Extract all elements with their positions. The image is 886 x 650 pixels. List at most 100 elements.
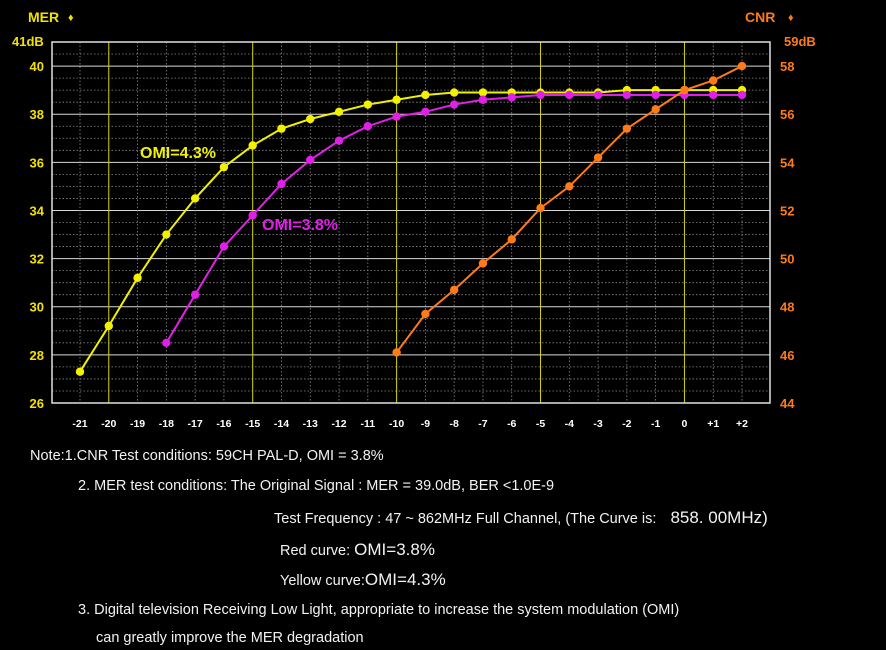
right-tick-label: 54 xyxy=(780,155,795,170)
data-point-series-1 xyxy=(536,90,545,100)
right-tick-label: 58 xyxy=(780,59,794,74)
x-tick-label: +1 xyxy=(707,418,719,430)
data-point-series-2 xyxy=(565,182,574,191)
note-red-curve-label: Red curve: xyxy=(280,543,355,559)
data-point-series-1 xyxy=(363,122,373,131)
x-tick-label: -8 xyxy=(450,418,459,430)
x-tick-label: -6 xyxy=(507,418,516,430)
x-tick-label: -5 xyxy=(536,418,545,430)
note-test-frequency: Test Frequency : 47 ~ 862MHz Full Channe… xyxy=(274,508,768,528)
right-axis-title-marker: ♦ xyxy=(788,12,794,24)
right-tick-label: 46 xyxy=(780,348,794,363)
data-point-series-2 xyxy=(449,285,459,295)
data-point-series-1 xyxy=(622,90,632,100)
x-tick-label: -12 xyxy=(331,418,346,430)
data-point-series-1 xyxy=(737,90,747,100)
data-point-series-2 xyxy=(680,85,689,95)
note-yellow-curve-value: OMI=4.3% xyxy=(364,570,446,589)
data-point-series-2 xyxy=(651,105,660,114)
data-point-series-1 xyxy=(334,136,344,145)
data-point-series-0 xyxy=(363,100,373,109)
data-point-series-0 xyxy=(334,107,344,116)
data-point-series-2 xyxy=(737,61,747,71)
right-tick-label: 50 xyxy=(780,252,794,267)
x-tick-label: -2 xyxy=(622,418,631,430)
note-3-continued: can greatly improve the MER degradation xyxy=(96,630,364,646)
x-tick-label: -3 xyxy=(593,418,602,430)
data-point-series-0 xyxy=(75,367,85,376)
right-tick-label: 56 xyxy=(780,107,794,122)
x-tick-label: +2 xyxy=(736,418,748,430)
note-yellow-curve-label: Yellow curve: xyxy=(280,573,365,589)
data-point-series-2 xyxy=(478,259,488,268)
data-point-series-0 xyxy=(392,95,401,104)
left-tick-label: 34 xyxy=(30,203,45,218)
x-tick-label: -14 xyxy=(274,418,289,430)
data-point-series-0 xyxy=(190,194,200,203)
left-tick-label: 40 xyxy=(30,59,44,74)
x-tick-label: -16 xyxy=(216,418,231,430)
x-tick-label: -20 xyxy=(101,418,116,430)
data-point-series-2 xyxy=(622,124,632,133)
x-tick-label: -4 xyxy=(565,418,574,430)
data-point-series-0 xyxy=(133,273,142,283)
series-layer xyxy=(75,61,747,376)
data-point-series-0 xyxy=(449,88,459,97)
left-tick-label: 36 xyxy=(30,155,44,170)
data-point-series-0 xyxy=(219,162,229,172)
x-tick-label: -1 xyxy=(651,418,660,430)
data-point-series-2 xyxy=(392,348,401,357)
right-tick-label: 48 xyxy=(780,300,794,315)
data-point-series-1 xyxy=(593,90,603,100)
note-test-frequency-value: 858. 00MHz) xyxy=(670,508,768,527)
chart-grid xyxy=(52,41,770,404)
x-tick-label: -11 xyxy=(361,418,376,430)
data-point-series-2 xyxy=(709,76,718,85)
left-tick-label: 28 xyxy=(30,348,44,363)
data-point-series-0 xyxy=(306,114,315,124)
note-1: Note:1.CNR Test conditions: 59CH PAL-D, … xyxy=(30,448,384,464)
data-point-series-1 xyxy=(219,242,229,251)
right-axis-top-label: 59dB xyxy=(784,34,816,49)
data-point-series-1 xyxy=(277,179,286,189)
data-point-series-2 xyxy=(536,203,545,213)
left-tick-label: 32 xyxy=(30,252,44,267)
data-point-series-0 xyxy=(248,141,257,150)
x-tick-label: -21 xyxy=(72,418,87,430)
annotation-omi-43: OMI=4.3% xyxy=(140,145,216,162)
x-tick-label: -13 xyxy=(303,418,318,430)
note-2: 2. MER test conditions: The Original Sig… xyxy=(78,478,555,494)
data-point-series-1 xyxy=(449,100,459,109)
x-tick-label: -15 xyxy=(245,418,260,430)
annotation-omi-38: OMI=3.8% xyxy=(262,217,338,234)
x-tick-label: -9 xyxy=(421,418,430,430)
data-point-series-1 xyxy=(565,90,574,100)
note-3: 3. Digital television Receiving Low Ligh… xyxy=(78,602,680,618)
data-point-series-0 xyxy=(478,88,488,97)
data-point-series-0 xyxy=(421,90,430,100)
data-point-series-1 xyxy=(478,95,488,104)
data-point-series-1 xyxy=(392,112,401,121)
data-point-series-1 xyxy=(507,93,516,102)
data-point-series-1 xyxy=(248,211,257,220)
note-red-curve: Red curve: OMI=3.8% xyxy=(280,540,435,560)
right-tick-label: 44 xyxy=(780,396,795,411)
left-tick-label: 26 xyxy=(30,396,44,411)
data-point-series-2 xyxy=(507,235,516,244)
x-tick-label: -10 xyxy=(389,418,404,430)
note-test-frequency-text: Test Frequency : 47 ~ 862MHz Full Channe… xyxy=(274,511,657,527)
data-point-series-0 xyxy=(277,124,286,133)
data-point-series-1 xyxy=(190,290,200,299)
x-tick-label: 0 xyxy=(682,418,688,430)
left-axis-title: MER xyxy=(28,9,59,25)
data-point-series-1 xyxy=(651,90,660,100)
left-tick-label: 38 xyxy=(30,107,44,122)
left-tick-label: 30 xyxy=(30,300,44,315)
data-point-series-2 xyxy=(421,309,430,319)
x-tick-label: -17 xyxy=(188,418,203,430)
note-red-curve-value: OMI=3.8% xyxy=(354,540,435,559)
right-tick-label: 52 xyxy=(780,203,794,218)
data-point-series-1 xyxy=(306,155,315,165)
data-point-series-0 xyxy=(162,230,171,239)
